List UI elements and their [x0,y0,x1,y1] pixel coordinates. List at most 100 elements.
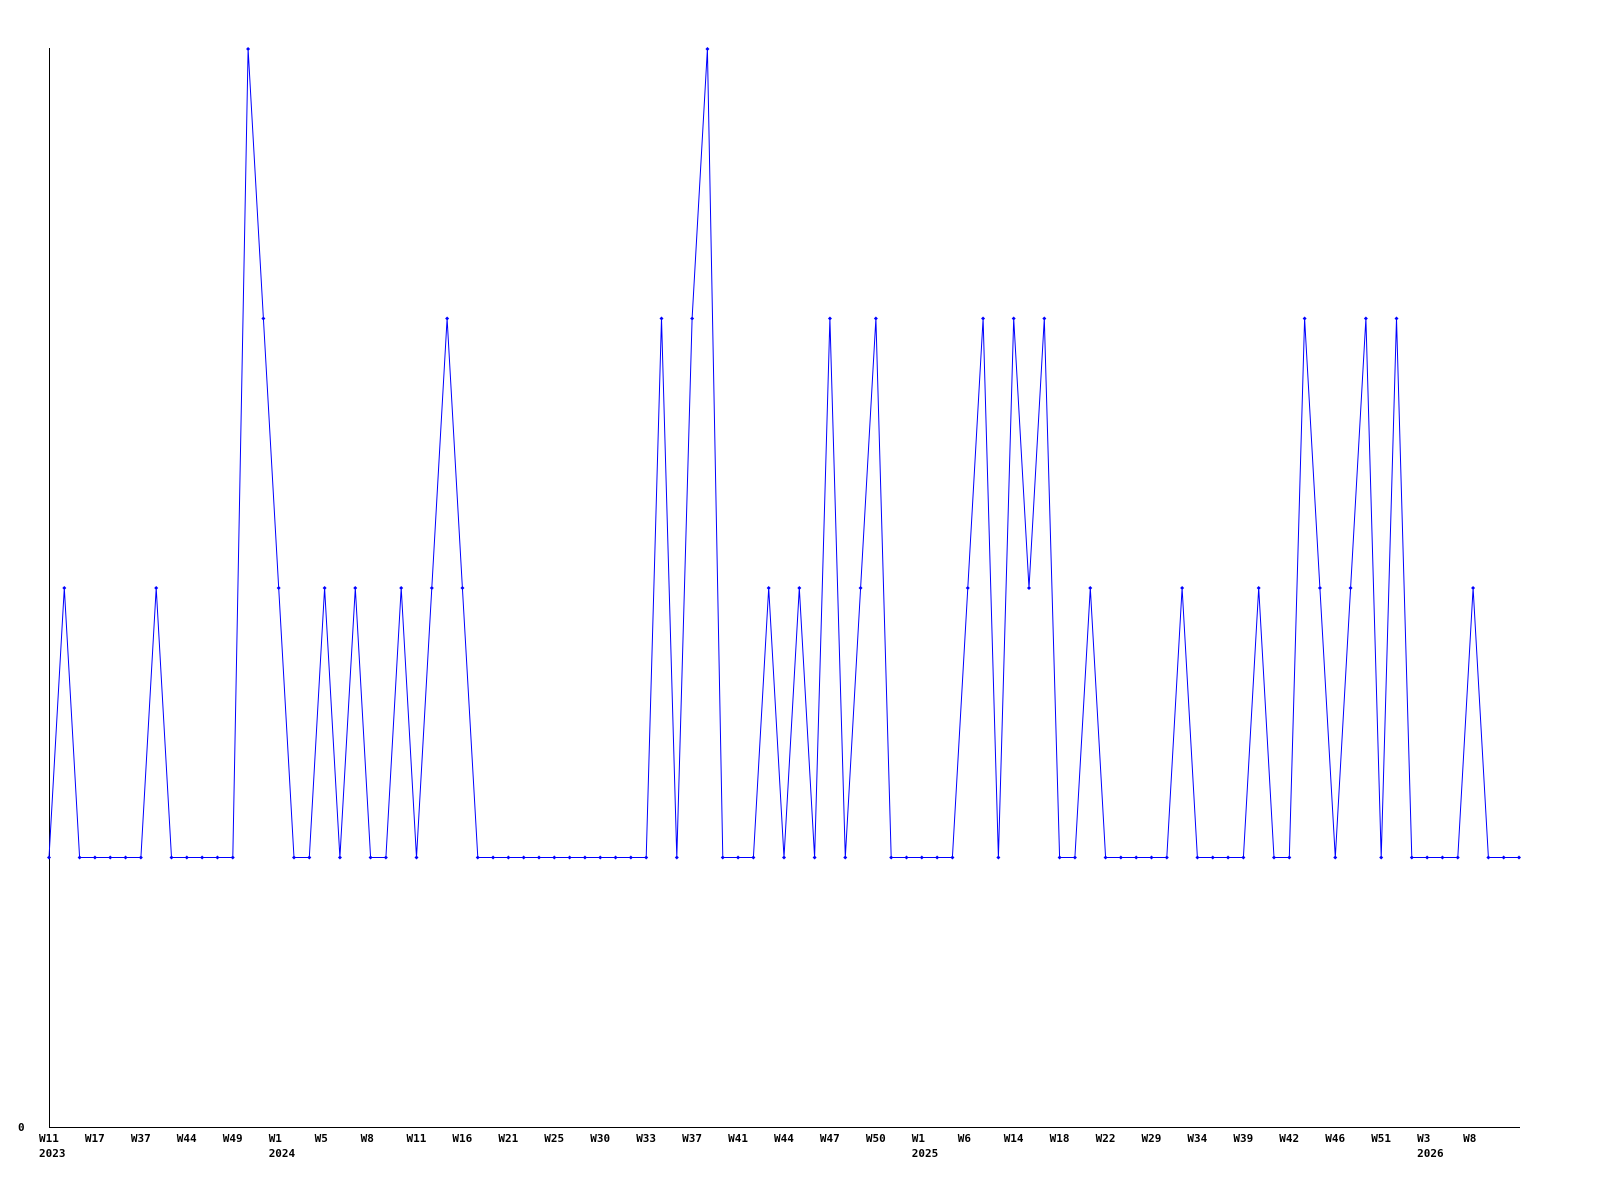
data-point [981,316,986,321]
x-tick-label: W30 [590,1132,610,1145]
data-point [399,586,404,590]
data-point [1103,855,1108,860]
x-tick-label: W46 [1325,1132,1345,1145]
data-point [108,855,113,860]
data-point [1057,855,1062,860]
data-point [414,855,419,860]
data-point [1333,855,1338,860]
x-tick-label: W44 [177,1132,197,1145]
x-tick-label: W41 [728,1132,748,1145]
axes: 0 [18,48,1520,1134]
data-point [138,855,143,860]
x-tick-label: W25 [544,1132,564,1145]
x-tick-label: W18 [1050,1132,1070,1145]
data-point [383,855,388,860]
data-point [1517,855,1521,860]
year-label: 2024 [269,1147,296,1160]
data-point [797,586,802,590]
y-tick-label: 0 [18,1121,25,1134]
data-point [873,316,878,321]
data-point [904,855,909,860]
data-point [1363,316,1368,321]
data-point [1317,586,1322,590]
data-point [154,586,159,590]
x-tick-label: W37 [682,1132,702,1145]
x-tick-label: W11 [39,1132,59,1145]
data-point [184,855,189,860]
data-point [720,855,725,860]
data-point [261,316,266,321]
data-point [965,586,970,590]
x-tick-label: W29 [1142,1132,1162,1145]
data-point [429,586,434,590]
data-point [1164,855,1169,860]
data-point [521,855,526,860]
x-tick-label: W42 [1279,1132,1299,1145]
x-tick-label: W51 [1371,1132,1391,1145]
data-point [1134,855,1139,860]
x-tick-label: W34 [1187,1132,1207,1145]
x-tick-label: W11 [407,1132,427,1145]
x-tick-label: W49 [223,1132,243,1145]
year-label: 2026 [1417,1147,1444,1160]
data-point [1394,316,1399,321]
data-point [1272,855,1276,860]
data-point [475,855,480,860]
data-point [246,47,251,51]
x-tick-label: W33 [636,1132,656,1145]
data-point [506,855,511,860]
data-point [62,586,67,590]
data-point [1379,855,1384,860]
data-point [1409,855,1414,860]
x-tick-label: W37 [131,1132,151,1145]
x-tick-labels: W11 W17 W37 W44 W49 W1 W5 W8 W11 W16 W21 W25 W30 W33 W… [39,1132,1476,1160]
data-point [1180,586,1185,590]
data-point [598,855,603,860]
x-tick-label: W22 [1096,1132,1116,1145]
data-point [705,47,710,51]
data-point [92,855,97,860]
data-point [552,855,557,860]
data-point [889,855,894,860]
data-point [215,855,220,860]
data-point [1302,316,1307,321]
data-point [77,855,82,860]
x-tick-label: W8 [361,1132,374,1145]
x-tick-label: W50 [866,1132,886,1145]
x-tick-label: W1 [269,1132,283,1145]
data-point [582,855,587,860]
year-label: 2023 [39,1147,66,1160]
x-tick-label: W3 [1417,1132,1430,1145]
data-point [1011,316,1016,321]
data-point [537,855,541,860]
data-point [1210,855,1215,860]
data-point [751,855,756,860]
data-point [353,586,358,590]
x-tick-label: W14 [1004,1132,1024,1145]
x-tick-label: W39 [1233,1132,1253,1145]
data-point [123,855,128,860]
x-tick-label: W5 [315,1132,328,1145]
x-tick-label: W17 [85,1132,105,1145]
data-point [1455,855,1460,860]
data-point [47,855,51,860]
data-point [292,855,296,860]
data-point [460,586,465,590]
data-point [1072,855,1077,860]
x-tick-label: W6 [958,1132,972,1145]
data-point [567,855,572,860]
x-tick-label: W44 [774,1132,794,1145]
data-point [1501,855,1506,860]
data-point [613,855,618,860]
data-point [812,855,817,860]
data-point [1226,855,1231,860]
x-tick-label: W16 [452,1132,472,1145]
data-point [1486,855,1491,860]
data-point [996,855,1001,860]
data-point [322,586,327,590]
data-point [766,586,771,590]
data-point [674,855,679,860]
data-point [782,855,786,860]
data-point [1149,855,1154,860]
